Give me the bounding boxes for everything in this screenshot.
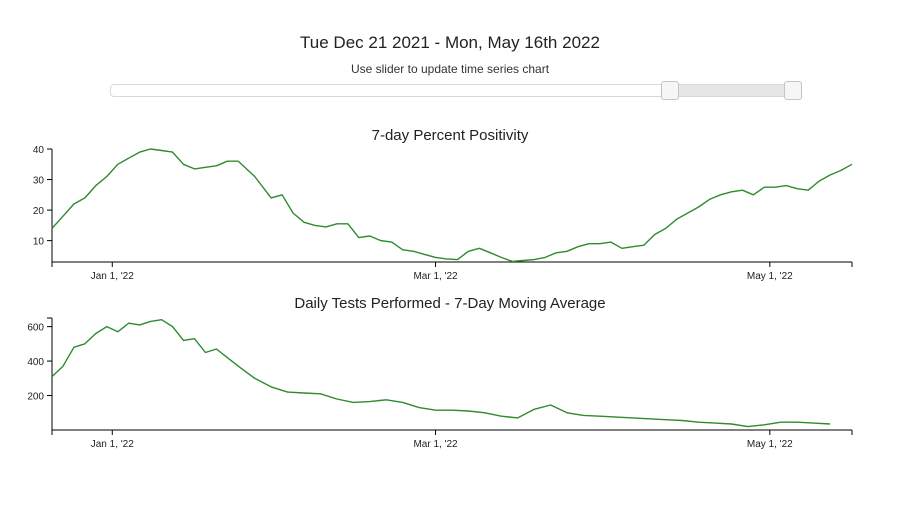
y-tick-label: 200 — [27, 392, 44, 403]
date-range-slider[interactable] — [110, 81, 802, 100]
series-line — [51, 148, 853, 263]
tests-chart-title: Daily Tests Performed - 7-Day Moving Ave… — [294, 295, 605, 312]
y-tick-label: 600 — [27, 323, 44, 334]
y-tick-label: 40 — [33, 145, 45, 156]
x-tick-label: May 1, '22 — [747, 439, 793, 450]
slider-start-handle[interactable] — [661, 81, 680, 100]
x-tick-label: Jan 1, '22 — [91, 439, 134, 450]
x-tick-label: Mar 1, '22 — [413, 439, 458, 450]
x-tick-label: May 1, '22 — [747, 271, 793, 282]
date-range-title: Tue Dec 21 2021 - Mon, May 16th 2022 — [300, 33, 600, 52]
y-tick-label: 10 — [33, 237, 45, 248]
slider-selected-range — [671, 85, 794, 96]
x-tick-label: Jan 1, '22 — [91, 271, 134, 282]
y-tick-label: 400 — [27, 357, 44, 368]
positivity-chart: 7-day Percent Positivity 10 20 30 40 Jan 1, … — [33, 127, 853, 282]
series-line — [51, 319, 831, 428]
x-tick-label: Mar 1, '22 — [413, 271, 458, 282]
positivity-chart-title: 7-day Percent Positivity — [372, 127, 529, 144]
tests-chart: Daily Tests Performed - 7-Day Moving Ave… — [27, 295, 853, 450]
y-tick-label: 20 — [33, 206, 45, 217]
slider-hint: Use slider to update time series chart — [350, 62, 550, 76]
y-tick-label: 30 — [33, 176, 45, 187]
slider-end-handle[interactable] — [784, 81, 802, 100]
